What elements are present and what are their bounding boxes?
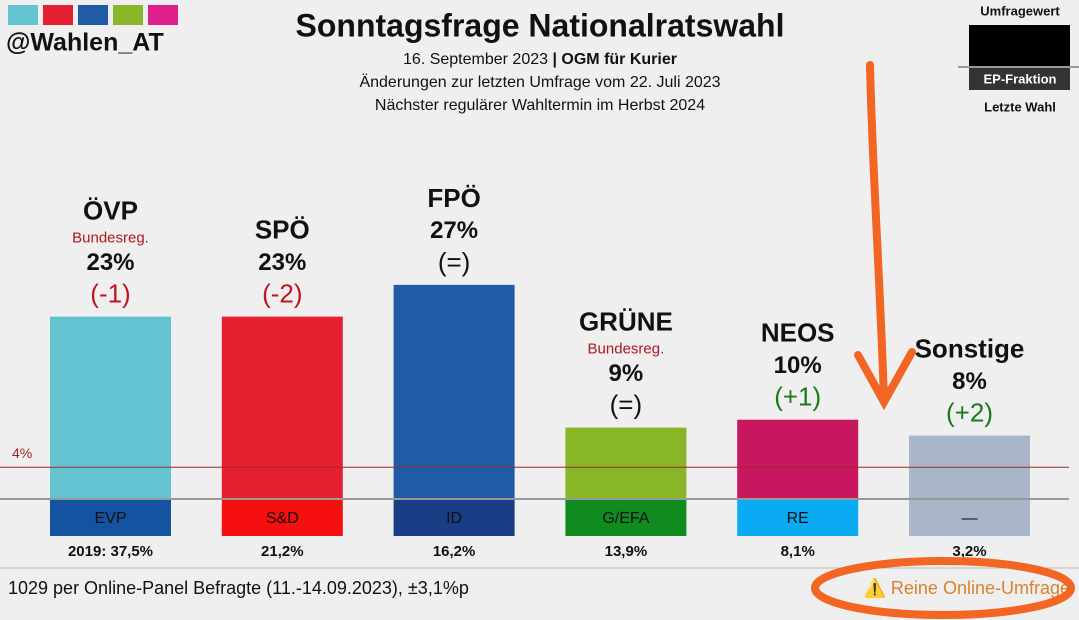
footer: 1029 per Online-Panel Befragte (11.-14.0… [8,578,469,598]
change-label: (+1) [774,382,821,412]
note-label: Bundesreg. [72,230,149,247]
warning: ⚠️ Reine Online-Umfrage [864,577,1071,598]
threshold-label: 4% [12,445,32,461]
value-label: 23% [86,249,134,276]
value-label: 27% [430,217,478,244]
last-election: 8,1% [781,543,815,560]
bar [393,284,515,499]
change-label: (-2) [262,278,302,308]
change-label: (+2) [946,397,993,427]
ep-box [393,500,515,536]
legend-group-box [969,68,1070,90]
handle: @Wahlen_AT [6,29,164,57]
category-label: ÖVP [83,195,138,225]
subtitle-date: 16. September 2023 [403,51,548,68]
subtitle-separator: | [552,51,556,68]
ep-label: ID [446,510,462,527]
ep-box [221,500,343,536]
ep-box [565,500,687,536]
bar [50,316,171,499]
category-label: GRÜNE [579,307,673,337]
legend-group: EP-Fraktion [984,71,1057,86]
subtitle: 16. September 2023 | OGM für Kurier [403,51,677,68]
ep-label: S&D [266,510,299,527]
category-label: NEOS [761,318,835,348]
legend-value: Umfragewert [980,3,1060,18]
last-election: 21,2% [261,543,304,560]
last-election: 2019: 37,5% [68,543,153,560]
change-label: (=) [438,247,471,277]
annotation-scribble [811,61,1075,619]
ep-box [909,500,1030,536]
ep-box [50,500,171,536]
logo [8,5,178,25]
last-election: 13,9% [605,543,648,560]
category-label: Sonstige [915,333,1025,363]
ep-box [737,500,859,536]
subtitle-line: Änderungen zur letzten Umfrage vom 22. J… [359,73,720,91]
last-election: 16,2% [433,543,476,560]
value-label: 10% [774,352,822,379]
change-label: (=) [610,390,643,420]
legend-swatch [969,25,1070,67]
ep-label: — [962,510,978,527]
bar [737,419,859,499]
legend-last: Letzte Wahl [984,99,1056,114]
last-election: 3,2% [952,543,986,560]
ep-label: RE [787,510,809,527]
category-label: SPÖ [255,214,310,244]
change-label: (-1) [90,278,130,308]
note-label: Bundesreg. [588,341,665,358]
chart-title: Sonntagsfrage Nationalratswahl [296,7,785,43]
bar [221,316,343,499]
category-label: FPÖ [427,183,480,213]
value-label: 23% [258,249,306,276]
ep-label: G/EFA [602,510,649,527]
ep-label: EVP [94,510,126,527]
legend: Umfragewert EP-Fraktion Letzte Wahl [958,3,1079,114]
bar [565,427,687,499]
value-label: 9% [609,360,644,387]
subtitle-source: OGM für Kurier [561,51,677,68]
value-label: 8% [952,368,987,395]
subtitle-line: Nächster regulärer Wahltermin im Herbst … [375,97,705,114]
